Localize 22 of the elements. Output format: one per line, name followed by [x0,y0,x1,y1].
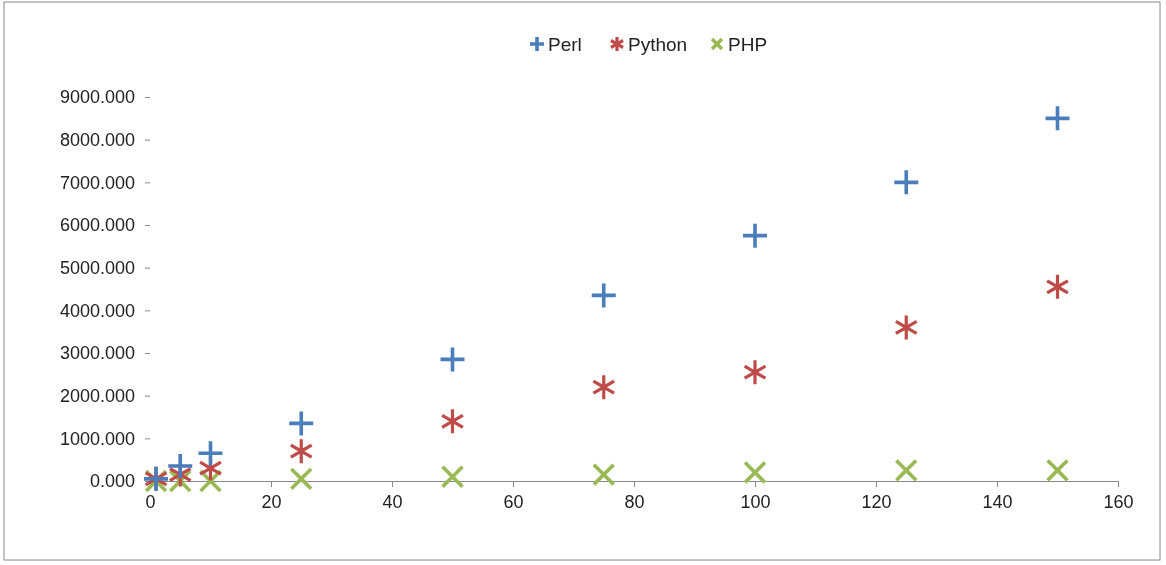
y-tick-label: 5000.000 [59,257,135,278]
x-tick-label: 80 [624,491,645,512]
y-tick-label: 9000.000 [59,87,135,108]
y-tick-label: 8000.000 [59,129,135,150]
legend-label: PHP [728,34,768,55]
y-tick-label: 7000.000 [59,172,135,193]
x-tick-label: 160 [1103,491,1134,512]
y-tick-label: 2000.000 [59,385,135,406]
legend-label: Perl [548,34,582,55]
x-tick-label: 60 [503,491,524,512]
y-tick-label: 0.000 [89,471,135,492]
x-tick-label: 0 [145,491,156,512]
y-tick-label: 6000.000 [59,215,135,236]
y-tick-label: 4000.000 [59,300,135,321]
legend-label: Python [628,34,688,55]
x-tick-label: 100 [740,491,771,512]
x-tick-label: 140 [982,491,1013,512]
x-tick-label: 120 [861,491,892,512]
x-tick-label: 40 [382,491,403,512]
y-tick-label: 1000.000 [59,428,135,449]
x-tick-label: 20 [261,491,282,512]
y-tick-label: 3000.000 [59,343,135,364]
